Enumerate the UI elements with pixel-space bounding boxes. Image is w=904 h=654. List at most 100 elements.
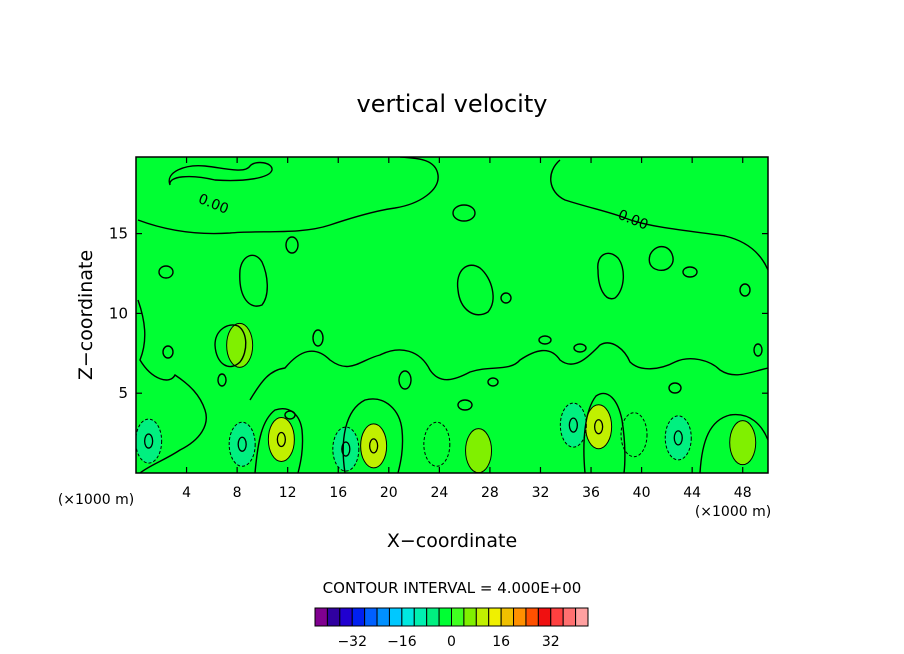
y-axis-label: Z−coordinate (75, 250, 97, 380)
updraft-region-5 (729, 420, 757, 466)
x-tick-label: 32 (532, 485, 550, 501)
contour-line-small-1 (452, 204, 476, 222)
contour-line-small-8 (538, 335, 552, 345)
x-tick-label: 36 (582, 485, 600, 501)
colorbar-swatch (376, 607, 390, 627)
colorbar-swatch (351, 607, 366, 627)
colorbar-tick-label: 16 (492, 634, 510, 650)
contour-line-cell-c (342, 398, 404, 473)
contour-line-small-17 (753, 343, 763, 357)
downdraft-core-9 (341, 441, 351, 457)
updraft-core-2 (368, 438, 379, 454)
updraft-region-2 (360, 423, 388, 469)
contour-line-upper-cell-3 (597, 252, 624, 300)
colorbar-swatch (525, 607, 539, 627)
plot-background (136, 157, 768, 473)
x-tick-label: 24 (430, 485, 448, 501)
contour-line-small-11 (739, 283, 751, 297)
colorbar-swatch (513, 607, 527, 627)
contour-line-cell-d (583, 392, 626, 473)
colorbar-swatch (488, 607, 502, 627)
x-tick-label: 48 (734, 485, 752, 501)
contour-line-small-6 (398, 370, 412, 390)
contour-line-upper-cell (239, 254, 268, 307)
downdraft-core-8 (237, 436, 247, 452)
downdraft-region-13 (664, 415, 692, 461)
plot-area: 0.000.00 (135, 156, 769, 474)
downdraft-core-11 (568, 417, 578, 433)
contour-line-upper-left (137, 157, 439, 235)
x-tick-label: 12 (279, 485, 297, 501)
colorbar-swatch (426, 607, 440, 627)
x-tick-label: 28 (481, 485, 499, 501)
contour-line-small-7 (487, 377, 499, 387)
y-tick-label: 5 (118, 384, 128, 402)
contour-line-small-4 (682, 266, 698, 278)
contour-interval-label: CONTOUR INTERVAL = 4.000E+00 (323, 579, 582, 597)
colorbar-swatch (550, 607, 564, 627)
updraft-region-3 (465, 428, 493, 473)
updraft-region-6 (226, 322, 254, 368)
x-unit-left-label: (×1000 m) (58, 492, 134, 508)
downdraft-region-7 (136, 418, 163, 464)
x-tick-label: 44 (683, 485, 701, 501)
contour-line-upper-cell-4 (648, 245, 674, 271)
chart-title: vertical velocity (357, 90, 548, 118)
colorbar-swatch (575, 607, 589, 627)
x-tick-label: 40 (633, 485, 651, 501)
downdraft-core-13 (673, 430, 683, 446)
downdraft-region-11 (559, 402, 587, 448)
colorbar-swatch (413, 607, 428, 627)
updraft-region-1 (267, 416, 295, 462)
downdraft-region-8 (228, 421, 256, 467)
downdraft-region-9 (332, 426, 360, 472)
contour-line-small-2 (158, 265, 174, 279)
updraft-region-4 (585, 404, 613, 450)
colorbar-swatch (500, 607, 515, 627)
colorbar-swatch (364, 607, 378, 627)
colorbar-swatch (475, 607, 490, 627)
contour-line-cell-a (214, 324, 247, 368)
plot-frame (135, 156, 769, 474)
colorbar-swatch (339, 607, 353, 627)
colorbar-ticks: −32 −16 0 16 32 (337, 634, 559, 650)
colorbar-swatch (562, 607, 577, 627)
contour-line-small-16 (500, 292, 512, 304)
contour-line-small-15 (217, 373, 227, 387)
contour-line-small-5 (312, 329, 324, 347)
colorbar-swatch (314, 607, 328, 627)
x-tick-label: 4 (182, 485, 191, 501)
contour-line-mid (249, 342, 768, 401)
contour-line-small-3 (285, 236, 299, 254)
x-tick-label: 16 (329, 485, 347, 501)
colorbar-swatch (438, 607, 453, 627)
contour-line-upper-right (550, 159, 768, 271)
y-tick-label: 15 (109, 225, 128, 243)
contour-line-lower-left (137, 299, 207, 473)
colorbar-swatch (463, 607, 477, 627)
updraft-core-1 (276, 431, 287, 448)
contour-line-top-left-closed (168, 161, 273, 186)
contour-line-small-12 (284, 410, 296, 420)
downdraft-core-7 (143, 433, 154, 449)
downdraft-region-10 (423, 421, 451, 467)
x-tick-label: 20 (380, 485, 398, 501)
colorbar-swatch (326, 607, 341, 627)
contour-line-small-9 (573, 343, 587, 353)
contour-line-small-14 (668, 382, 682, 394)
x-unit-right-label: (×1000 m) (695, 504, 771, 520)
contour-line-small-13 (457, 399, 473, 411)
x-tick-label: 8 (233, 485, 242, 501)
colorbar-swatch (537, 607, 552, 627)
colorbar-swatch (451, 607, 465, 627)
contour-lines (137, 157, 768, 473)
y-tick-label: 10 (109, 304, 128, 322)
colorbar-tick-label: 0 (447, 634, 456, 650)
downdraft-region-12 (620, 412, 648, 458)
colorbar-tick-label: −32 (337, 634, 367, 650)
contour-line-small-10 (162, 345, 174, 359)
colorbar (314, 607, 589, 627)
colorbar-swatch (388, 607, 403, 627)
colorbar-tick-label: 32 (542, 634, 560, 650)
